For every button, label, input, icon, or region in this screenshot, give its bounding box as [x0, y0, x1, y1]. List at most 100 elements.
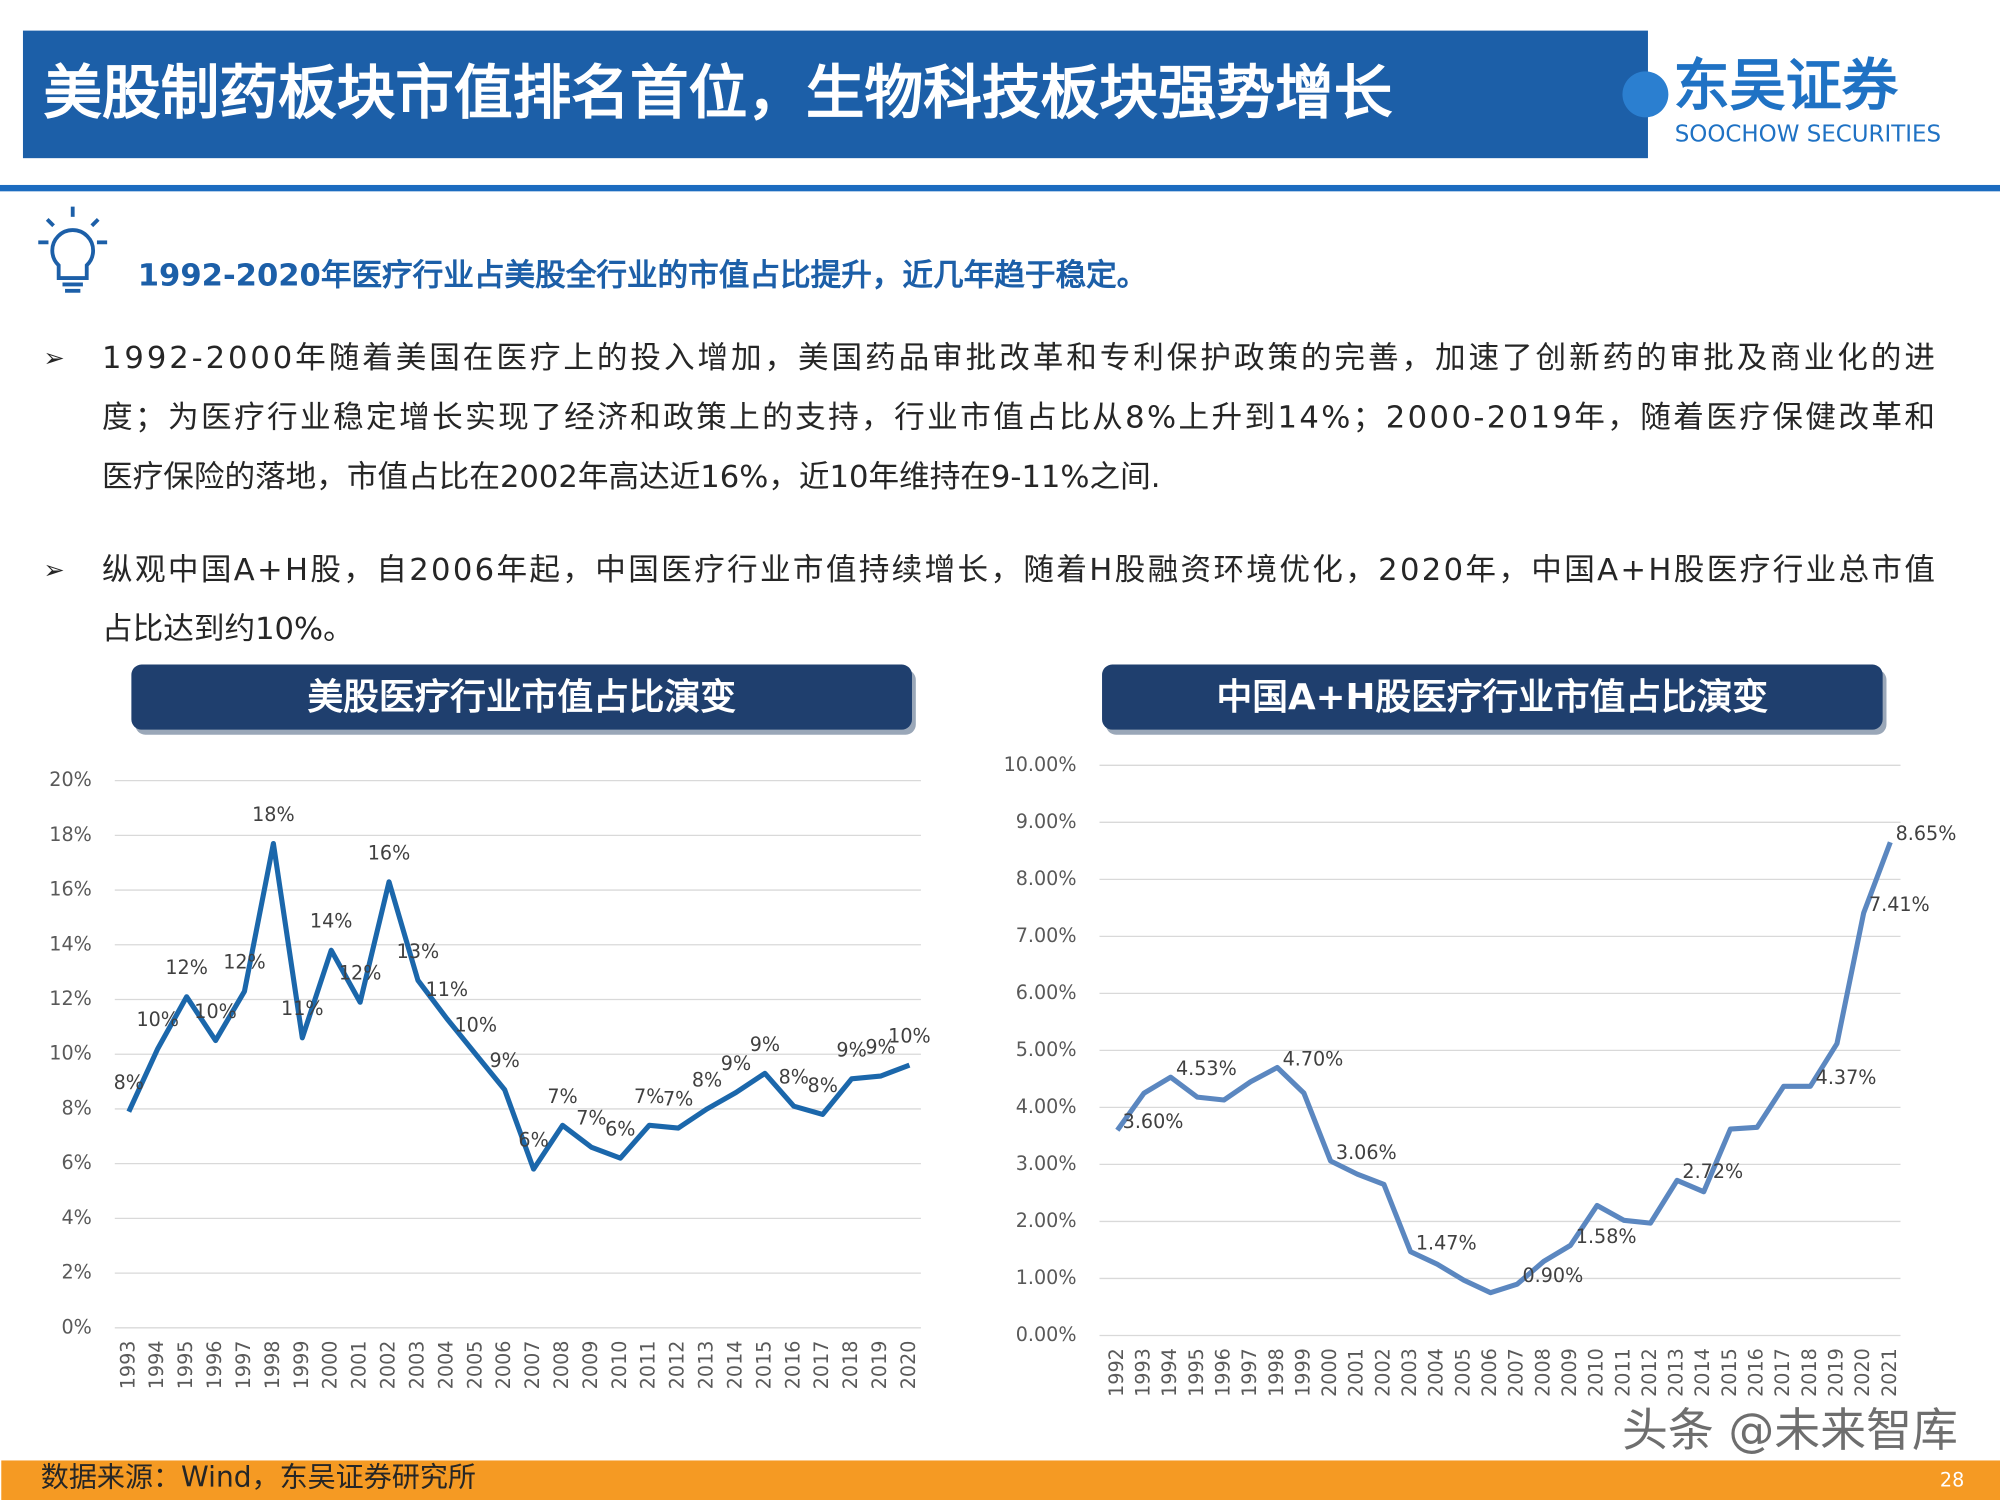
value-label: 7%: [576, 1107, 606, 1130]
data-line: [126, 840, 911, 1172]
x-tick-label: 2006: [1478, 1348, 1501, 1397]
x-tick-label: 2005: [1451, 1348, 1474, 1397]
x-tick-label: 2009: [1558, 1348, 1581, 1397]
y-tick-label: 16%: [49, 878, 92, 901]
chart-title-box: [1102, 664, 1883, 730]
x-tick-label: 1995: [174, 1341, 197, 1390]
value-label: 11%: [426, 978, 469, 1001]
value-label: 3.60%: [1123, 1110, 1184, 1133]
x-tick-label: 2012: [1638, 1348, 1661, 1397]
x-tick-label: 1996: [1211, 1348, 1234, 1397]
bullet-text: 纵观中国A+H股，自2006年起，中国医疗行业市值持续增长，随着H股融资环境优化…: [102, 553, 1935, 588]
value-label: 9%: [836, 1038, 866, 1061]
subtitle: 1992-2020年医疗行业占美股全行业的市值占比提升，近几年趋于稳定。: [138, 257, 1148, 293]
value-label: 1.47%: [1416, 1231, 1477, 1254]
y-tick-label: 18%: [49, 823, 92, 846]
x-tick-label: 2018: [1798, 1348, 1821, 1397]
chart-title: 美股医疗行业市值占比演变: [307, 677, 736, 718]
x-tick-label: 2019: [868, 1341, 891, 1390]
y-tick-label: 6%: [61, 1151, 91, 1174]
x-tick-label: 1997: [232, 1341, 255, 1390]
y-tick-label: 12%: [49, 987, 92, 1010]
x-tick-label: 2003: [405, 1341, 428, 1390]
x-tick-label: 2007: [1505, 1348, 1528, 1397]
x-tick-label: 2009: [579, 1341, 602, 1390]
x-tick-label: 1998: [261, 1341, 284, 1390]
x-tick-label: 2017: [810, 1341, 833, 1390]
x-tick-label: 1994: [1158, 1348, 1181, 1397]
logo-cn: 东吴证券: [1673, 54, 1898, 119]
value-label: 4.53%: [1176, 1057, 1237, 1080]
bullet-text: 医疗保险的落地，市值占比在2002年高达近16%，近10年维持在9-11%之间.: [102, 460, 1160, 495]
value-label: 7.41%: [1869, 893, 1930, 916]
x-tick-label: 2019: [1824, 1348, 1847, 1397]
x-tick-label: 1993: [1132, 1348, 1155, 1397]
value-label: 14%: [310, 910, 353, 933]
x-tick-label: 2017: [1771, 1348, 1794, 1397]
x-tick-label: 2020: [897, 1341, 920, 1390]
x-tick-label: 1999: [1291, 1348, 1314, 1397]
x-tick-label: 2010: [608, 1341, 631, 1390]
x-tick-label: 2004: [434, 1341, 457, 1390]
y-tick-label: 10.00%: [1004, 753, 1077, 776]
value-label: 12%: [339, 962, 382, 985]
value-label: 9%: [750, 1033, 780, 1056]
y-tick-label: 8.00%: [1016, 867, 1077, 890]
x-tick-label: 2014: [1691, 1348, 1714, 1397]
y-tick-label: 8%: [61, 1096, 91, 1119]
x-tick-label: 2000: [1318, 1348, 1341, 1397]
value-label: 8%: [114, 1071, 144, 1094]
value-label: 6%: [605, 1118, 635, 1141]
x-tick-label: 2001: [348, 1341, 371, 1390]
y-tick-label: 10%: [49, 1042, 92, 1065]
x-tick-label: 1994: [145, 1341, 168, 1390]
y-tick-label: 0.00%: [1016, 1323, 1077, 1346]
y-tick-label: 20%: [49, 768, 92, 791]
x-tick-label: 2013: [1665, 1348, 1688, 1397]
x-tick-label: 2015: [752, 1341, 775, 1390]
x-tick-label: 2003: [1398, 1348, 1421, 1397]
x-tick-label: 1995: [1185, 1348, 1208, 1397]
value-label: 10%: [455, 1014, 498, 1037]
x-tick-label: 1997: [1238, 1348, 1261, 1397]
value-label: 10%: [194, 1000, 237, 1023]
x-tick-label: 2011: [1611, 1348, 1634, 1397]
bullet-text: 1992-2000年随着美国在医疗上的投入增加，美国药品审批改革和专利保护政策的…: [102, 341, 1935, 376]
value-label: 8%: [779, 1066, 809, 1089]
value-label: 7%: [663, 1088, 693, 1111]
value-label: 6%: [518, 1129, 548, 1152]
x-tick-label: 2018: [839, 1341, 862, 1390]
y-tick-label: 7.00%: [1016, 924, 1077, 947]
value-label: 12%: [223, 951, 266, 974]
value-label: 8.65%: [1896, 822, 1957, 845]
y-tick-label: 2.00%: [1016, 1209, 1077, 1232]
value-label: 1.58%: [1576, 1225, 1637, 1248]
y-tick-label: 6.00%: [1016, 981, 1077, 1004]
x-tick-label: 2015: [1718, 1348, 1741, 1397]
x-tick-label: 2006: [492, 1341, 515, 1390]
bullet-text: 度；为医疗行业稳定增长实现了经济和政策上的支持，行业市值占比从8%上升到14%；…: [102, 401, 1935, 436]
value-label: 9%: [490, 1049, 520, 1072]
value-label: 3.06%: [1336, 1141, 1397, 1164]
value-label: 4.70%: [1283, 1047, 1344, 1070]
x-tick-label: 2011: [637, 1341, 660, 1390]
y-tick-label: 5.00%: [1016, 1038, 1077, 1061]
x-tick-label: 2016: [781, 1341, 804, 1390]
x-tick-label: 2013: [695, 1341, 718, 1390]
x-tick-label: 2005: [463, 1341, 486, 1390]
value-label: 8%: [808, 1074, 838, 1097]
x-tick-label: 1992: [1105, 1348, 1128, 1397]
x-tick-label: 2020: [1851, 1348, 1874, 1397]
x-tick-label: 2002: [1371, 1348, 1394, 1397]
value-label: 11%: [281, 997, 324, 1020]
value-label: 7%: [634, 1085, 664, 1108]
x-tick-label: 2014: [723, 1341, 746, 1390]
bullets: ➢ 1992-2000年随着美国在医疗上的投入增加，美国药品审批改革和专利保护政策…: [43, 341, 1935, 647]
bullet-marker: ➢: [43, 344, 64, 374]
x-tick-label: 2008: [550, 1341, 573, 1390]
y-tick-label: 4.00%: [1016, 1095, 1077, 1118]
header-bar: [22, 30, 1648, 159]
value-label: 4.37%: [1816, 1066, 1877, 1089]
